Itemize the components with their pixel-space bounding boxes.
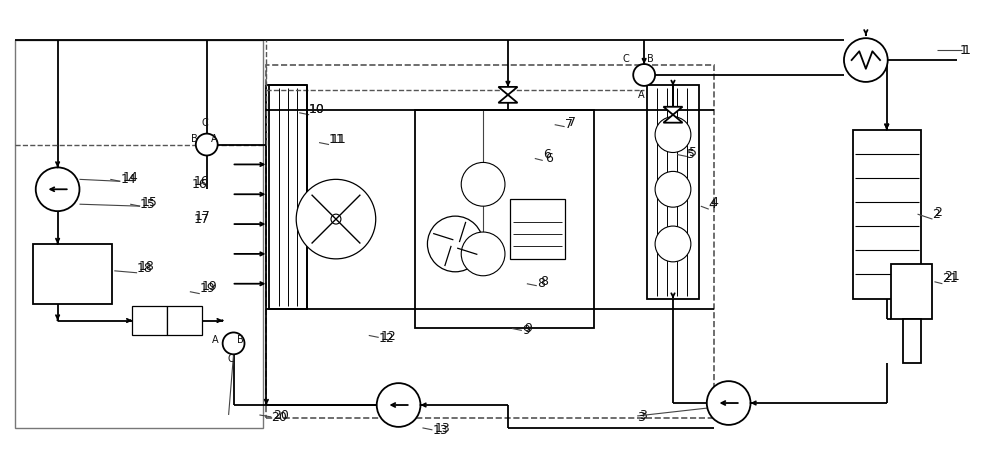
Bar [269,85,307,309]
Circle shape [223,332,245,354]
Text: A: A [211,134,217,144]
Text: 3: 3 [637,411,645,424]
Text: C: C [228,354,234,365]
Text: 6: 6 [545,152,553,165]
Circle shape [655,117,691,153]
Text: 2: 2 [934,206,942,219]
Text: 6: 6 [543,148,551,161]
Text: 11: 11 [331,133,347,146]
Text: 15: 15 [142,196,158,209]
Text: 18: 18 [137,262,153,275]
Text: 5: 5 [689,146,697,159]
Text: 10: 10 [309,103,325,116]
Text: 13: 13 [432,424,448,438]
Text: 2: 2 [932,208,940,220]
Text: 1: 1 [959,44,967,56]
Polygon shape [663,107,683,115]
Text: 9: 9 [522,324,530,337]
Text: 13: 13 [434,422,450,435]
Text: 20: 20 [273,410,289,422]
Text: 18: 18 [139,260,155,273]
Bar [647,85,699,299]
Text: 5: 5 [687,148,695,161]
Circle shape [707,381,751,425]
Text: 17: 17 [194,213,210,226]
Circle shape [331,214,341,224]
Circle shape [296,179,376,259]
Text: 17: 17 [195,210,211,223]
Bar [132,306,167,336]
Text: 16: 16 [194,175,210,188]
Text: 21: 21 [944,270,960,283]
Bar [266,65,714,418]
Text: 12: 12 [379,332,394,345]
Circle shape [377,383,420,427]
Text: 15: 15 [140,198,156,211]
Text: B: B [237,336,243,346]
Bar [853,129,921,299]
Polygon shape [663,115,683,123]
Bar [510,199,565,259]
Text: B: B [191,134,198,144]
Bar [415,110,594,328]
Text: 8: 8 [540,275,548,288]
Circle shape [461,232,505,276]
Text: 10: 10 [309,103,325,116]
Text: 3: 3 [639,410,647,422]
Bar [33,244,112,304]
Text: 20: 20 [271,411,287,424]
Text: 12: 12 [381,330,396,343]
Circle shape [655,226,691,262]
Text: 21: 21 [942,272,958,285]
Polygon shape [498,87,517,95]
Bar [167,306,202,336]
Text: 14: 14 [120,173,136,186]
Circle shape [633,64,655,86]
Bar [15,40,263,428]
Circle shape [844,38,888,82]
Circle shape [655,172,691,207]
Text: 19: 19 [200,282,216,295]
Text: C: C [202,118,209,128]
Text: 1: 1 [962,44,970,56]
Text: A: A [638,90,645,100]
Circle shape [196,134,218,155]
Text: 11: 11 [329,133,345,146]
Text: A: A [212,336,218,346]
Text: 14: 14 [122,171,138,184]
Bar [903,319,921,363]
Text: 19: 19 [202,280,218,293]
Circle shape [36,167,79,211]
Text: 7: 7 [568,116,576,129]
Polygon shape [498,95,517,103]
Circle shape [427,216,483,272]
Circle shape [461,163,505,206]
Text: 4: 4 [711,196,719,209]
Bar [891,264,932,319]
Text: 7: 7 [565,118,573,131]
Text: C: C [622,54,629,64]
Text: B: B [647,54,654,64]
Text: 4: 4 [709,198,717,211]
Text: 8: 8 [537,277,545,290]
Text: 16: 16 [192,178,208,191]
Text: 9: 9 [524,322,532,335]
